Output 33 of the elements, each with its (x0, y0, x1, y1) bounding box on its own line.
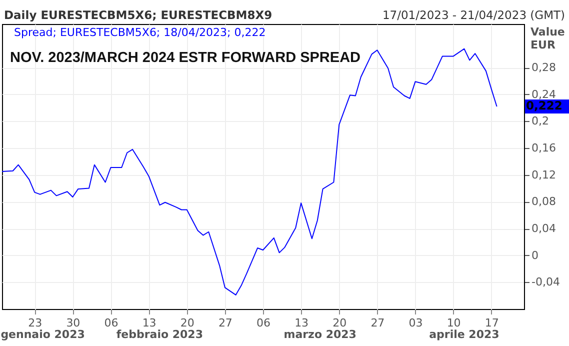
y-tick-label: 0,2 (532, 114, 549, 128)
annotation: NOV. 2023/MARCH 2024 ESTR FORWARD SPREAD (10, 50, 361, 66)
y-tick-label: 0,28 (532, 61, 556, 74)
chart-title: Daily EURESTECBM5X6; EURESTECBM8X9 (4, 8, 272, 22)
x-tick-label: 06 (104, 316, 118, 330)
x-tick-label: 20 (180, 316, 194, 330)
x-tick-label: 13 (294, 316, 309, 330)
y-tick-label: 0,08 (532, 195, 556, 208)
y-axis-title: Value EUR (530, 26, 565, 52)
x-tick-label: 03 (408, 316, 423, 330)
x-tick-label: 17 (484, 316, 499, 330)
line-series (2, 48, 498, 296)
y-tick-label: 0 (532, 248, 538, 262)
text: aprile 2023 (429, 328, 500, 341)
y-tick-label: 0,24 (532, 88, 556, 101)
x-tick-label: 30 (66, 316, 80, 330)
text: 0,222 (526, 98, 562, 112)
x-tick-label: 23 (28, 316, 42, 330)
x-tick-label: 13 (142, 316, 156, 330)
text: gennaio 2023 (0, 328, 85, 341)
y-tick-label: 0,04 (532, 222, 556, 236)
y-tick-label: 0,12 (532, 168, 556, 182)
text: marzo 2023 (284, 328, 356, 341)
x-tick-label: 27 (218, 316, 232, 330)
x-tick-label: 20 (332, 316, 347, 330)
text: febbraio 2023 (116, 328, 203, 341)
x-tick-label: 06 (256, 316, 270, 330)
y-tick-label: -0,04 (532, 276, 560, 289)
chart-subtitle: 17/01/2023 - 21/04/2023 (GMT) (382, 8, 565, 22)
text: Spread; EURESTECBM5X6; 18/04/2023; 0,222 (14, 26, 266, 39)
x-tick-label: 10 (446, 316, 461, 330)
x-tick-label: 27 (370, 316, 385, 330)
y-tick-label: 0,16 (532, 142, 556, 155)
